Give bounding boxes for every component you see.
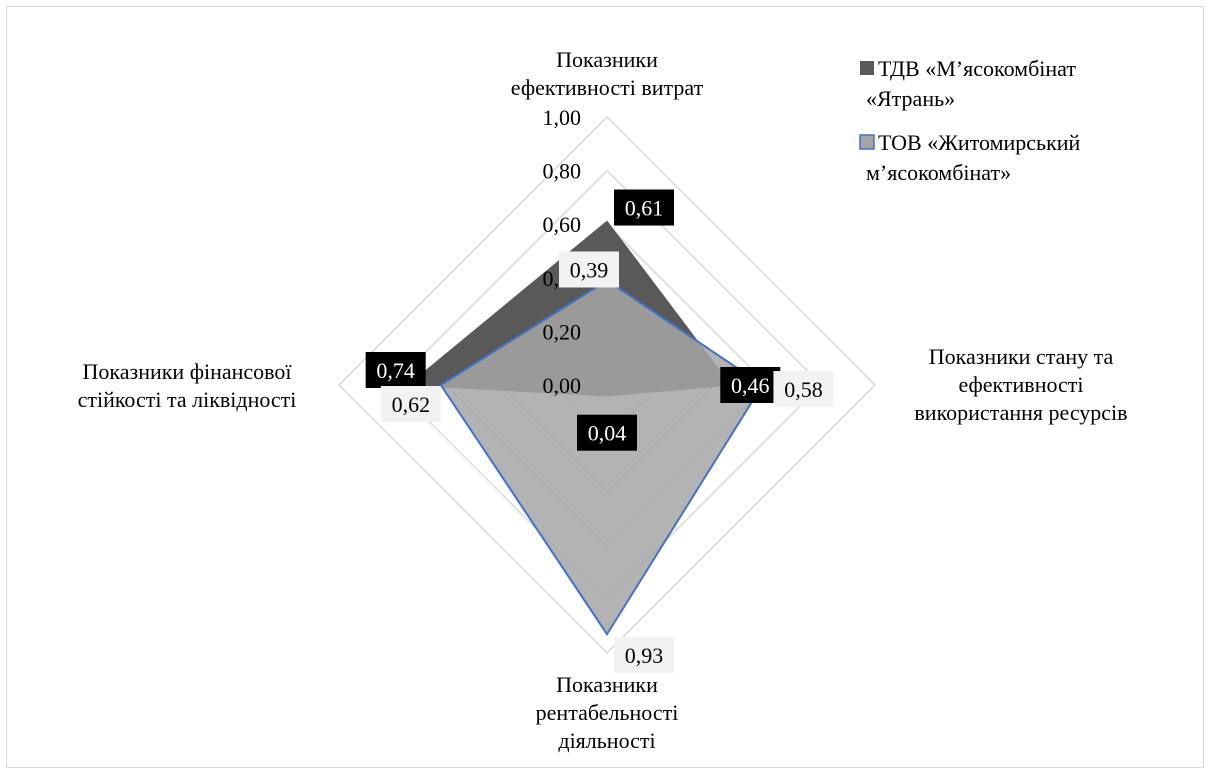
axis-label-line: використання ресурсів [914, 400, 1127, 425]
data-labels: 0,61 0,46 0,04 0,74 0,39 0,58 0,93 0,62 [365, 189, 834, 674]
radial-tick-label: 0,80 [543, 159, 582, 184]
radial-tick-label: 1,00 [543, 105, 582, 130]
axis-label-line: ефективності витрат [511, 75, 704, 100]
data-label-box [380, 386, 441, 422]
legend-label-line: ТОВ «Житомирський [878, 130, 1081, 155]
radial-tick-label: 0,20 [543, 319, 582, 344]
axis-label-line: Показники [556, 47, 658, 72]
axis-label-line: Показники фінансової [83, 359, 293, 384]
axis-label-line: стійкості та ліквідності [78, 387, 297, 412]
data-label-box [559, 251, 619, 288]
legend-label: ТДВ «М’ясокомбінат «Ятрань» [866, 56, 1076, 111]
data-label: 0,93 [614, 637, 674, 674]
data-label-text: 0,46 [731, 373, 770, 398]
legend: ТДВ «М’ясокомбінат «Ятрань» ТОВ «Житомирсь… [859, 56, 1081, 185]
axis-label-line: рентабельності [536, 700, 679, 725]
data-label: 0,61 [614, 189, 674, 226]
grid-ring [337, 115, 877, 655]
data-label-text: 0,93 [625, 643, 664, 668]
legend-item-1: ТДВ «М’ясокомбінат «Ятрань» [860, 56, 1076, 111]
legend-label: ТОВ «Житомирський м’ясокомбінат» [866, 130, 1081, 185]
data-label: 0,39 [559, 251, 619, 288]
data-label-text: 0,74 [376, 358, 415, 383]
data-label: 0,04 [577, 414, 637, 451]
legend-label-line: м’ясокомбінат» [866, 160, 1011, 185]
legend-swatch [859, 134, 875, 150]
axis-labels: Показники ефективності витрат Показники ст… [78, 47, 1128, 753]
data-label: 0,46 [720, 367, 781, 403]
data-label-box [614, 189, 674, 226]
data-label-text: 0,61 [625, 196, 664, 221]
axis-label-line: Показники стану та [929, 344, 1114, 369]
data-label-box [773, 371, 834, 407]
axis-label-line: ефективності [958, 372, 1083, 397]
axis-label-line: Показники [556, 672, 658, 697]
data-label-box [577, 414, 637, 451]
data-label-box [720, 367, 781, 403]
data-label-text: 0,58 [784, 377, 823, 402]
radial-tick-label: 0,60 [543, 212, 582, 237]
data-label: 0,74 [365, 352, 426, 388]
legend-swatch [860, 61, 874, 75]
data-label-box [365, 352, 426, 388]
data-label-text: 0,62 [392, 392, 431, 417]
legend-item-2: ТОВ «Житомирський м’ясокомбінат» [859, 130, 1081, 185]
radial-tick-label: 0,00 [543, 373, 582, 398]
axis-label: Показники фінансової стійкості та ліквідн… [78, 359, 297, 412]
series-area-2 [439, 279, 764, 637]
axis-label: Показники ефективності витрат [511, 47, 704, 100]
data-label-box [614, 637, 674, 674]
axis-label: Показники рентабельності діяльності [536, 672, 679, 753]
series-layer [406, 220, 764, 637]
data-label: 0,62 [380, 386, 441, 422]
data-label: 0,58 [773, 371, 834, 407]
data-label-text: 0,04 [588, 421, 627, 446]
axis-label: Показники стану та ефективності використан… [914, 344, 1127, 425]
axis-label-line: діяльності [558, 728, 655, 753]
legend-label-line: ТДВ «М’ясокомбінат [878, 56, 1076, 81]
data-label-text: 0,39 [570, 257, 609, 282]
legend-label-line: «Ятрань» [866, 86, 955, 111]
